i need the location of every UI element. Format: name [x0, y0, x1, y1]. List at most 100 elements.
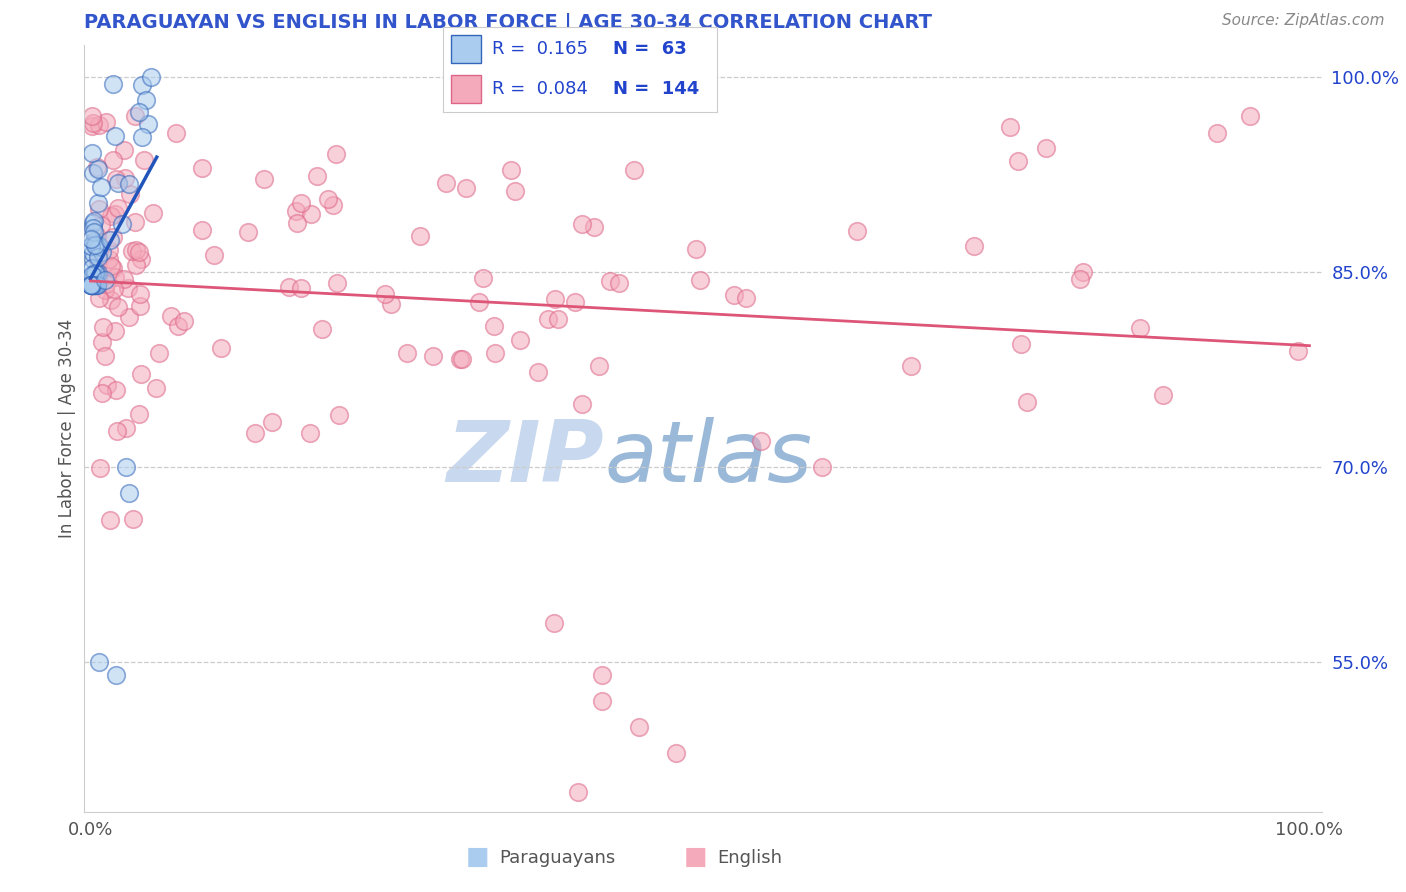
Point — [90, 244, 112, 259]
Point — [118, 310, 141, 324]
Point — [80, 278, 103, 293]
Point — [173, 314, 195, 328]
Text: R =  0.084: R = 0.084 — [492, 80, 588, 98]
Point — [118, 177, 141, 191]
Point — [83, 268, 105, 283]
Point — [139, 70, 162, 84]
Point — [128, 245, 150, 260]
Point — [547, 312, 569, 326]
Point — [627, 720, 650, 734]
Point — [114, 170, 136, 185]
Point — [583, 220, 606, 235]
Point — [82, 116, 104, 130]
Point — [408, 229, 430, 244]
Point — [1206, 126, 1229, 140]
Point — [83, 274, 105, 288]
Point — [100, 259, 122, 273]
Point — [135, 93, 157, 107]
Point — [290, 195, 312, 210]
Point — [84, 266, 107, 280]
Point — [305, 169, 328, 183]
Point — [98, 233, 121, 247]
Point — [1007, 153, 1029, 168]
Point — [564, 294, 586, 309]
Point — [145, 381, 167, 395]
Text: Source: ZipAtlas.com: Source: ZipAtlas.com — [1222, 13, 1385, 28]
Point — [114, 421, 136, 435]
Point — [103, 77, 125, 91]
Point — [97, 243, 120, 257]
Point — [105, 383, 128, 397]
Point — [190, 161, 212, 175]
Point — [128, 407, 150, 421]
Point — [543, 616, 565, 631]
Point — [122, 511, 145, 525]
Point — [101, 260, 124, 275]
Point — [87, 274, 110, 288]
Point — [285, 216, 308, 230]
Point — [90, 385, 112, 400]
Point — [322, 198, 344, 212]
Point — [209, 341, 232, 355]
Point — [623, 162, 645, 177]
Text: atlas: atlas — [605, 417, 813, 500]
Point — [82, 246, 104, 260]
Point — [536, 312, 558, 326]
Point — [112, 144, 135, 158]
Point — [567, 785, 589, 799]
Point — [87, 118, 110, 132]
Point — [100, 513, 122, 527]
Text: ■: ■ — [467, 845, 489, 869]
Point — [82, 221, 104, 235]
Point — [284, 203, 307, 218]
Point — [93, 283, 115, 297]
Point — [434, 176, 457, 190]
Point — [86, 228, 108, 243]
Point — [449, 351, 471, 366]
Point — [1128, 321, 1150, 335]
Point — [202, 248, 225, 262]
Point — [734, 291, 756, 305]
Text: English: English — [717, 849, 782, 867]
Point — [80, 146, 103, 161]
Point — [100, 209, 122, 223]
Point — [395, 346, 418, 360]
Point — [87, 266, 110, 280]
Point — [482, 318, 505, 333]
Point — [98, 252, 121, 267]
Point — [82, 216, 104, 230]
Point — [91, 319, 114, 334]
Point — [503, 184, 526, 198]
Point — [83, 278, 105, 293]
Point — [80, 278, 103, 293]
Point — [1286, 344, 1309, 359]
Y-axis label: In Labor Force | Age 30-34: In Labor Force | Age 30-34 — [58, 318, 76, 538]
Bar — [451, 36, 481, 63]
Point — [160, 310, 183, 324]
Point — [124, 244, 146, 258]
Point — [1035, 141, 1057, 155]
Point — [104, 128, 127, 143]
Point — [103, 282, 125, 296]
Point — [118, 186, 141, 201]
Point — [451, 351, 474, 366]
Point — [148, 346, 170, 360]
Point — [664, 746, 686, 760]
Text: ZIP: ZIP — [446, 417, 605, 500]
Point — [80, 278, 103, 293]
Point — [87, 162, 110, 177]
Point — [80, 278, 103, 293]
Point — [326, 276, 349, 290]
Point — [543, 293, 565, 307]
Text: R =  0.165: R = 0.165 — [492, 40, 588, 58]
Point — [591, 668, 613, 682]
Point — [80, 278, 103, 293]
Point — [526, 365, 548, 379]
Point — [311, 322, 333, 336]
Point — [87, 196, 110, 211]
Point — [129, 367, 152, 381]
Point — [245, 425, 267, 440]
Point — [845, 225, 868, 239]
Point — [1010, 336, 1032, 351]
Text: PARAGUAYAN VS ENGLISH IN LABOR FORCE | AGE 30-34 CORRELATION CHART: PARAGUAYAN VS ENGLISH IN LABOR FORCE | A… — [84, 12, 932, 33]
